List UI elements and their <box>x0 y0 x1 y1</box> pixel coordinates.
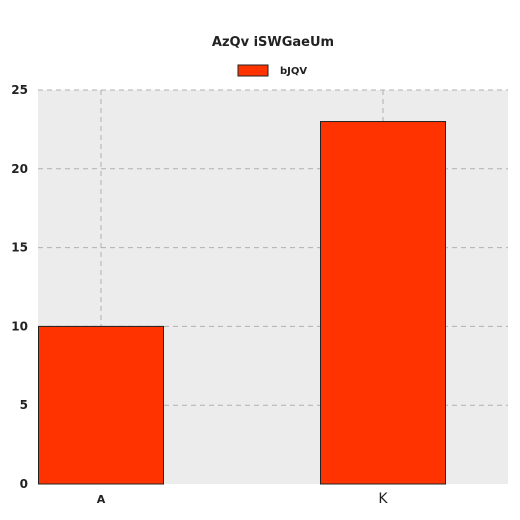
legend-label: bJQV <box>280 66 307 77</box>
bar-A <box>39 326 164 484</box>
y-axis: 0 5 10 15 20 25 <box>11 83 28 491</box>
y-tick-label: 5 <box>20 398 28 412</box>
legend-swatch <box>238 65 268 76</box>
bar-K <box>321 122 446 484</box>
y-tick-label: 10 <box>11 319 28 333</box>
y-tick-label: 15 <box>11 241 28 255</box>
legend: bJQV <box>238 65 307 77</box>
y-tick-label: 20 <box>11 162 28 176</box>
y-tick-label: 25 <box>11 83 28 97</box>
x-tick-label: K <box>378 491 388 507</box>
chart-title: AzQv iSWGaeUm <box>212 35 334 50</box>
x-tick-label: A <box>97 493 106 506</box>
y-tick-label: 0 <box>20 477 28 491</box>
